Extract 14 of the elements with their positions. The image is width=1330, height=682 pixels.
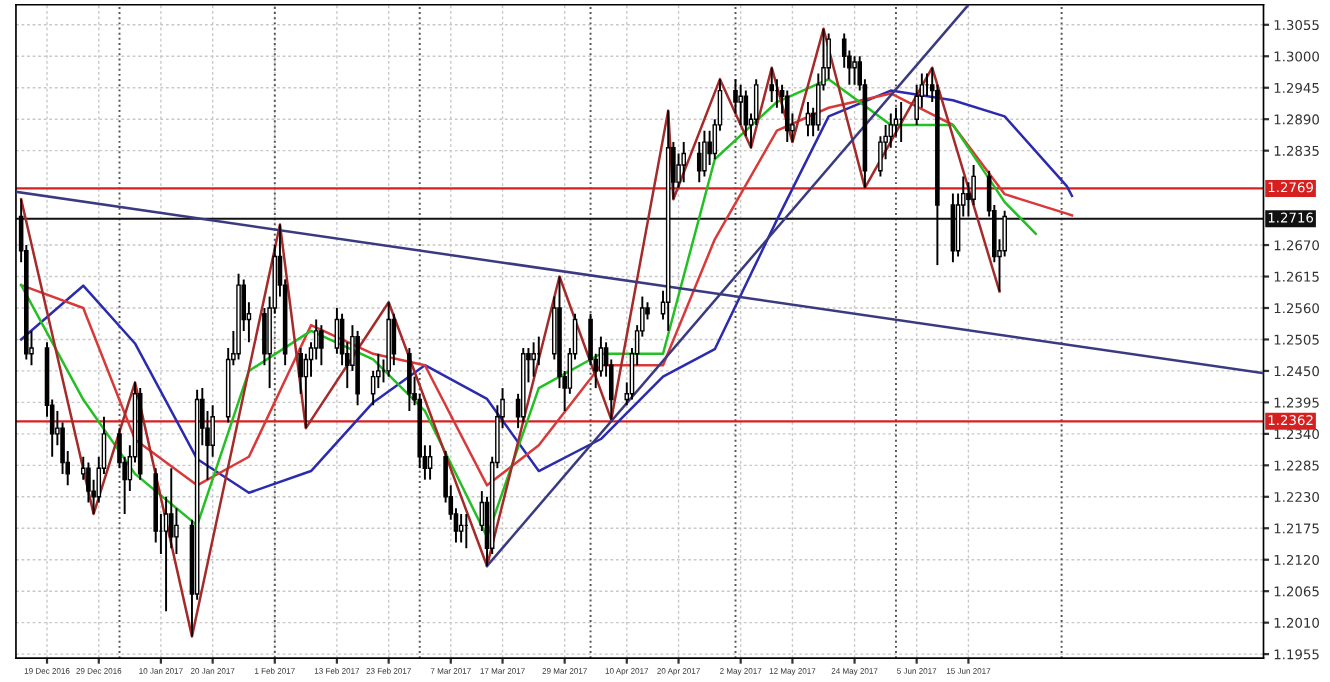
line-series xyxy=(19,27,1001,638)
candlestick xyxy=(427,444,433,481)
candlestick xyxy=(702,129,707,178)
candlestick xyxy=(681,141,687,184)
candlestick xyxy=(262,307,267,367)
candlestick xyxy=(319,324,324,367)
candlestick xyxy=(458,512,464,544)
candlestick xyxy=(769,66,775,103)
candlestick xyxy=(407,347,412,412)
candlestick xyxy=(531,341,536,378)
candlestick xyxy=(852,55,857,86)
candlestick xyxy=(805,101,811,138)
candlestick xyxy=(784,89,790,144)
candlestick xyxy=(966,181,971,218)
